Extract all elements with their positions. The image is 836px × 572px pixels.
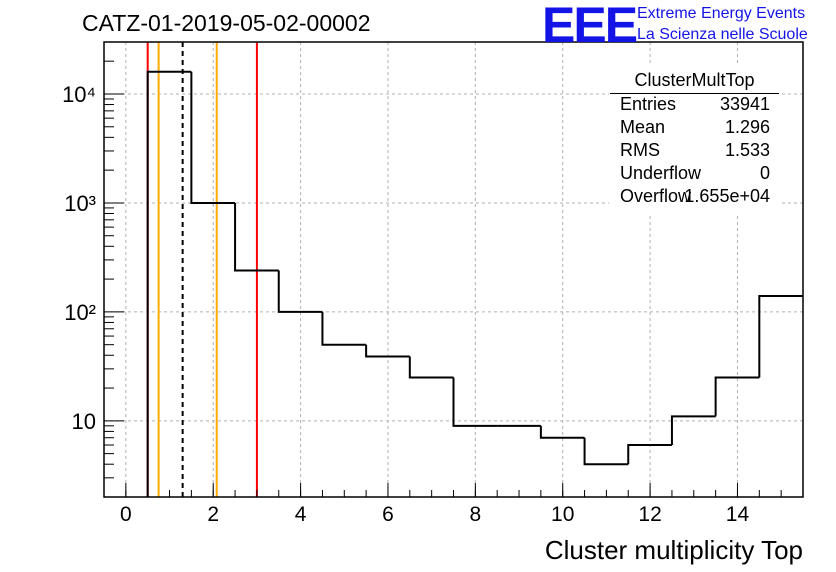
stats-key: Overflow [620, 186, 692, 206]
stats-row-mean: Mean 1.296 [620, 117, 770, 139]
stats-value: 33941 [719, 94, 770, 114]
y-axis: 10 10² 10³ 10⁴ [62, 41, 124, 498]
eee-logo: EEE [542, 0, 638, 53]
histogram-bin [321, 311, 367, 346]
histogram-bin [408, 356, 454, 379]
histogram-bin [714, 376, 760, 417]
stats-key: Underflow [620, 163, 702, 183]
stats-key: Mean [620, 117, 666, 137]
stats-value: 1.296 [724, 117, 770, 137]
chart-title: CATZ-01-2019-05-02-00002 [82, 10, 371, 36]
logo-line-1: Extreme Energy Events [637, 5, 806, 22]
stats-title: ClusterMultTop [610, 70, 779, 94]
stats-row-rms: RMS 1.533 [620, 140, 770, 162]
x-tick-label: 2 [207, 503, 219, 526]
y-tick-label: 10³ [64, 191, 96, 216]
stats-key: RMS [620, 140, 660, 160]
y-tick-label: 10⁴ [62, 82, 96, 107]
logo-text: Extreme Energy Events La Scienza nelle S… [637, 3, 808, 45]
x-tick-label: 4 [295, 503, 307, 526]
x-tick-label: 10 [551, 503, 574, 526]
stats-row-entries: Entries 33941 [620, 94, 770, 116]
x-tick-label: 8 [470, 503, 482, 526]
histogram-bin [627, 444, 672, 465]
stats-value: 0 [759, 163, 770, 183]
stats-value: 1.655e+04 [684, 186, 770, 206]
histogram-bin [365, 344, 410, 358]
histogram-bars [146, 70, 803, 497]
stats-key: Entries [620, 94, 677, 114]
x-tick-label: 12 [638, 503, 661, 526]
x-axis: 0 2 4 6 8 10 12 14 [103, 483, 804, 526]
logo-line-2: La Scienza nelle Scuole [637, 26, 808, 43]
histogram-bin [277, 270, 323, 313]
histogram-bin [539, 425, 585, 439]
histogram-bin [670, 415, 716, 446]
stats-box: ClusterMultTop Entries 33941 Mean 1.296 … [609, 66, 780, 214]
x-tick-label: 6 [382, 503, 394, 526]
stats-value: 1.533 [724, 140, 770, 160]
histogram-bin [758, 294, 803, 378]
histogram-bin [146, 70, 192, 497]
histogram-bin [234, 202, 279, 272]
x-axis-label: Cluster multiplicity Top [545, 535, 803, 565]
y-tick-label: 10 [72, 409, 96, 434]
histogram-bin [190, 71, 236, 204]
histogram-bin [583, 437, 629, 466]
x-tick-label: 14 [726, 503, 750, 526]
stats-row-underflow: Underflow 0 [620, 163, 770, 185]
histogram-bin [452, 377, 498, 427]
y-tick-label: 10² [64, 300, 96, 325]
x-tick-label: 0 [120, 503, 132, 526]
stats-row-overflow: Overflow 1.655e+04 [620, 186, 770, 208]
